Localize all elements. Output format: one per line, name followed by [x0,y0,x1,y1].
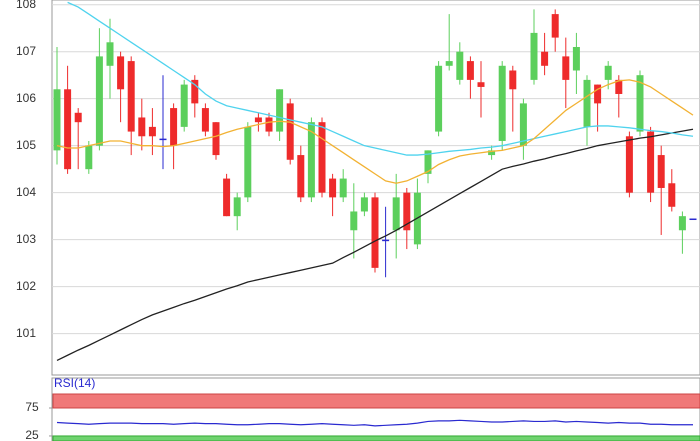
candle-body [435,65,443,132]
candle-body [647,131,655,193]
y-tick-label: 25 [25,428,39,441]
candle-body [456,51,464,80]
candle-body [498,65,506,141]
candle-body [148,126,156,137]
candle-body [127,61,135,132]
price-panel [51,0,700,376]
candle-body [265,117,273,132]
candle-body [562,56,570,80]
candle-body [286,103,294,160]
candle-body [604,65,612,80]
candle-body [64,89,72,170]
y-tick-label: 105 [16,138,36,152]
candle-body [689,218,697,221]
rsi-panel [51,377,700,441]
candle-body [382,239,390,242]
candle-body [583,79,591,127]
candle-body [466,61,474,80]
candle-body [636,75,644,132]
y-tick-label: 106 [16,91,36,105]
y-tick-label: 108 [16,0,36,11]
candle-body [551,14,559,38]
candle-body [95,56,103,146]
candle-body [297,155,305,198]
candle-body [403,192,411,231]
candle-body [350,211,358,231]
y-tick-label: 104 [16,185,36,199]
candle-body [615,79,623,94]
candle-body [488,150,496,156]
candle-body [329,178,337,198]
candle-body [180,84,188,127]
overbought-band [52,393,700,409]
candle-body [572,46,580,71]
candle-body [339,178,347,198]
candle-body [625,136,633,193]
candle-body [276,89,284,132]
candle-body [509,70,517,90]
candle-body [201,108,209,132]
candle-body [371,197,379,268]
candle-body [170,108,178,146]
candle-body [678,216,686,231]
candle-body [541,51,549,66]
ma-line [67,1,694,156]
candle-body [519,103,527,146]
candle-body [477,82,485,87]
candle-body [191,79,199,104]
y-tick-label: 103 [16,232,36,246]
candle-body [318,122,326,193]
y-tick-label: 102 [16,279,36,293]
candle-body [392,197,400,231]
candle-body [668,183,676,207]
candle-body [254,117,262,123]
oversold-band [52,435,700,441]
candle-body [53,89,61,151]
candle-body [445,61,453,66]
y-tick-label: 75 [25,400,39,414]
y-tick-label: 101 [16,326,36,340]
candle-body [244,126,252,198]
rsi-line [56,419,693,427]
candle-body [424,150,432,174]
candle-body [74,112,82,123]
candle-body [159,138,167,141]
candle-body [657,155,665,188]
candle-body [212,122,220,156]
rsi-title: RSI(14) [54,376,95,390]
candle-body [117,56,125,90]
ma-line [56,79,694,184]
candle-body [106,42,114,66]
candle-body [594,84,602,104]
candle-body [530,32,538,80]
candle-body [85,145,93,170]
candle-body [138,117,146,137]
ma-line [56,128,694,362]
candle-body [233,197,241,217]
candle-body [223,178,231,217]
candle-body [307,122,315,198]
y-tick-label: 107 [16,44,36,58]
candle-body [360,197,368,212]
